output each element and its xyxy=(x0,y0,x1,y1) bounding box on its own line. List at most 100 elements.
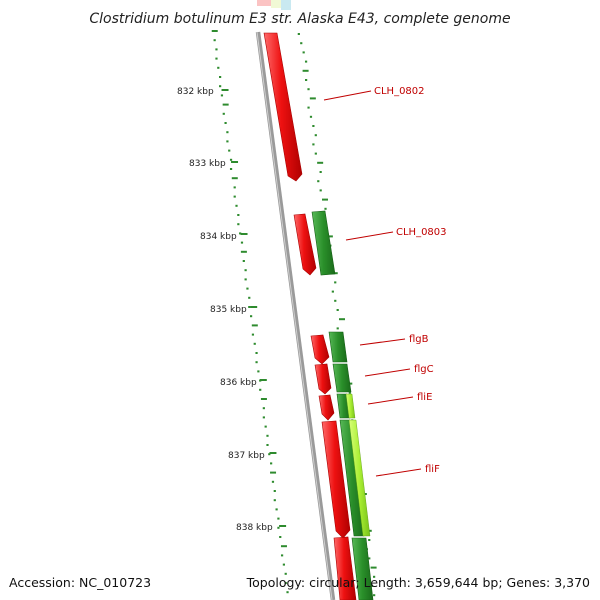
gc-dot xyxy=(317,161,324,164)
gc-dot xyxy=(251,333,255,336)
gc-dot xyxy=(240,241,244,244)
gc-dot xyxy=(307,106,310,109)
gc-dot xyxy=(231,177,238,180)
feature-clh-0803 xyxy=(311,210,336,276)
gc-dot xyxy=(233,186,236,189)
gc-dot xyxy=(213,39,216,42)
gc-dot xyxy=(319,189,322,192)
cds-flif xyxy=(321,420,351,539)
gc-dot xyxy=(309,115,313,118)
gc-dot xyxy=(264,425,267,428)
feature-flgb xyxy=(328,331,348,363)
gc-dot xyxy=(233,195,236,198)
gc-dot xyxy=(262,416,265,419)
gc-tick xyxy=(231,161,239,163)
gc-dot xyxy=(286,591,289,594)
gc-dot xyxy=(309,97,316,100)
gene-label-flgc: flgC xyxy=(414,364,434,375)
gc-dot xyxy=(284,582,287,584)
reverse-strand-cds xyxy=(263,32,357,600)
feature-flgc xyxy=(332,363,352,393)
gc-dot xyxy=(237,214,240,216)
gc-dot xyxy=(302,51,305,54)
gc-dot xyxy=(279,536,282,538)
gc-dot xyxy=(273,490,276,492)
gc-dot xyxy=(307,88,310,91)
feature-flif-light xyxy=(348,419,371,537)
gc-dot xyxy=(300,42,303,45)
gc-tick xyxy=(240,233,248,235)
gc-dot xyxy=(217,66,220,69)
gene-label-clh-0803: CLH_0803 xyxy=(396,227,447,238)
gc-dot xyxy=(220,94,224,97)
gc-dot xyxy=(314,152,317,155)
gc-dot xyxy=(270,471,277,474)
gc-dot xyxy=(275,508,278,511)
gc-dot xyxy=(237,223,240,226)
genome-backbone xyxy=(255,31,336,600)
gc-dot xyxy=(322,198,329,201)
gc-tick xyxy=(279,525,287,527)
gc-dot xyxy=(226,140,229,143)
gc-dot xyxy=(334,299,337,302)
feature-bottom xyxy=(351,537,374,600)
gc-tick xyxy=(269,452,277,454)
gc-dot xyxy=(211,30,218,32)
cds-clh-0802 xyxy=(263,32,303,182)
cds-flgb xyxy=(310,334,330,365)
cds-clh-0803 xyxy=(293,213,317,276)
gc-dot xyxy=(324,207,327,210)
gc-dot xyxy=(317,180,320,183)
gc-dot xyxy=(314,134,317,137)
gc-dot xyxy=(240,250,247,253)
gc-dot xyxy=(370,585,373,587)
cds-flie xyxy=(318,394,335,421)
gc-dot xyxy=(224,122,227,124)
gc-tick xyxy=(221,89,229,91)
gc-dot xyxy=(215,57,218,60)
gc-dot xyxy=(338,318,345,321)
accession-text: Accession: NC_010723 xyxy=(9,575,151,590)
gc-dot xyxy=(302,69,309,72)
tick-label: 836 kbp xyxy=(220,378,257,388)
gc-dot xyxy=(251,324,258,327)
gc-dot xyxy=(248,296,251,299)
gc-dot xyxy=(259,388,262,391)
forward-strand-features xyxy=(311,210,374,600)
gc-dot xyxy=(273,499,276,502)
gc-dot xyxy=(336,327,339,330)
feature-flie-light xyxy=(345,393,356,419)
gc-dot xyxy=(297,33,300,35)
gc-dot xyxy=(368,557,371,560)
gc-dot xyxy=(246,287,249,290)
gene-label-flie: fliE xyxy=(417,392,432,403)
gc-dot xyxy=(260,398,267,400)
gc-dot xyxy=(257,370,260,373)
gc-dot xyxy=(226,131,229,134)
cds-flgc xyxy=(314,363,332,395)
gc-dot xyxy=(277,526,280,529)
gc-tick xyxy=(259,379,267,381)
gc-dot xyxy=(266,434,269,437)
gc-dot xyxy=(271,480,275,483)
gc-dot xyxy=(284,572,287,575)
top-partial-features xyxy=(250,0,302,30)
gc-dot xyxy=(280,545,287,548)
gc-dot xyxy=(222,112,225,115)
gc-dot xyxy=(219,85,222,88)
gc-dot xyxy=(312,143,315,146)
gc-dot xyxy=(262,407,265,410)
gc-dot xyxy=(305,79,308,81)
gc-dot xyxy=(235,204,238,207)
gc-dot xyxy=(255,361,258,364)
kbp-ticks: 832 kbp 833 kbp 834 kbp 835 kbp 836 kbp … xyxy=(177,87,273,533)
genome-summary-text: Topology: circular; Length: 3,659,644 bp… xyxy=(246,575,590,590)
tick-label: 833 kbp xyxy=(189,159,226,169)
gc-dot xyxy=(326,235,333,238)
gc-dot xyxy=(304,60,308,63)
gc-dot xyxy=(244,278,247,281)
gc-dot xyxy=(334,281,337,284)
tick-label: 835 kbp xyxy=(210,305,247,315)
gc-tick xyxy=(250,306,258,308)
